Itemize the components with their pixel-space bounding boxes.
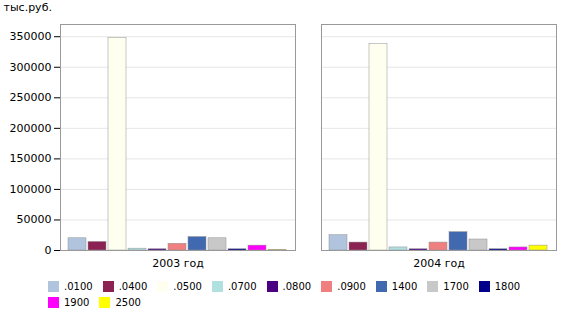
svg-text:100000: 100000 bbox=[10, 183, 52, 196]
svg-text:2004 год: 2004 год bbox=[413, 257, 465, 270]
html-text:1400: 1400 bbox=[391, 280, 418, 292]
svg-text:300000: 300000 bbox=[10, 61, 52, 74]
html-text:.0500: .0500 bbox=[173, 280, 202, 292]
html-text:2500: 2500 bbox=[115, 297, 141, 309]
html-text:.0100: .0100 bbox=[64, 280, 93, 292]
html-text:1900: 1900 bbox=[64, 297, 90, 309]
html-text:1700: 1700 bbox=[443, 280, 469, 292]
html-text:.0700: .0700 bbox=[227, 280, 257, 292]
svg-text:2003 год: 2003 год bbox=[152, 257, 204, 270]
svg-text:0: 0 bbox=[45, 244, 52, 257]
svg-text:50000: 50000 bbox=[17, 213, 52, 226]
svg-text:тыс.руб.: тыс.руб. bbox=[4, 1, 52, 14]
svg-text:200000: 200000 bbox=[10, 122, 52, 135]
html-text:.0400: .0400 bbox=[118, 280, 148, 292]
html-text:.0800: .0800 bbox=[282, 280, 312, 292]
html-text:1800: 1800 bbox=[494, 280, 521, 292]
svg-text:250000: 250000 bbox=[10, 91, 52, 104]
svg-text:350000: 350000 bbox=[10, 30, 52, 43]
html-text:.0900: .0900 bbox=[337, 280, 366, 292]
svg-text:150000: 150000 bbox=[10, 152, 52, 165]
